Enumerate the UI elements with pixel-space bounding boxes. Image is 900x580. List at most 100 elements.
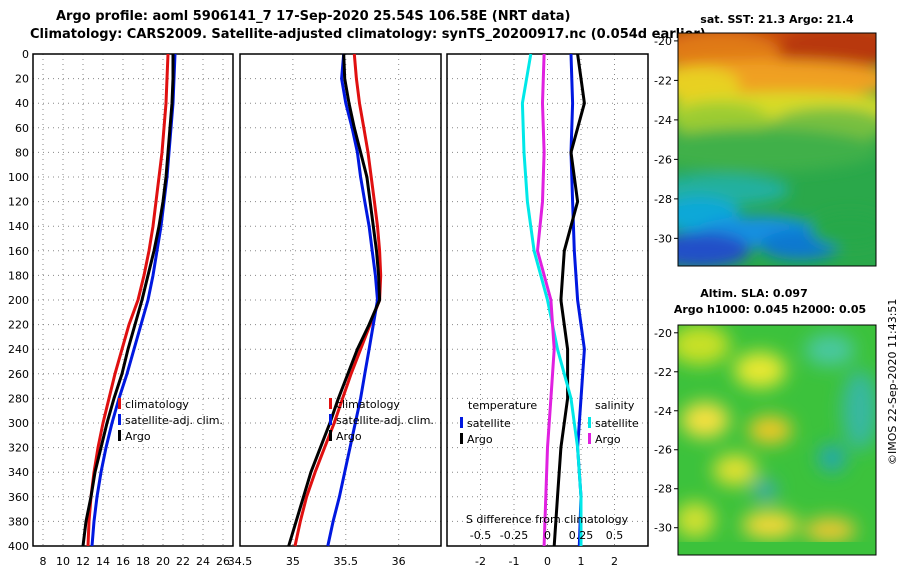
map-blob bbox=[678, 128, 876, 172]
series-line-satellite-adj-clim- bbox=[326, 53, 379, 547]
legend-swatch bbox=[329, 398, 332, 409]
map-blob bbox=[678, 232, 750, 266]
profile-panel-2: 34.5 35 35.5 36 climatology satellite-adj. cl… bbox=[228, 53, 442, 568]
map-y-tick-label: -20 bbox=[654, 35, 672, 48]
map-frame bbox=[677, 32, 877, 267]
y-tick-label: 80 bbox=[15, 146, 29, 159]
x-tick-label: 35.5 bbox=[334, 555, 359, 568]
map-blob bbox=[678, 325, 730, 365]
legend-title-salinity: salinity bbox=[595, 399, 635, 412]
x-tick-label: 8 bbox=[40, 555, 47, 568]
map-y-tick-label: -20 bbox=[654, 327, 672, 340]
legend-label: satellite-adj. clim. bbox=[125, 414, 223, 427]
legend-swatch bbox=[588, 417, 591, 428]
legend-label: Argo bbox=[336, 430, 362, 443]
map-y-tick-label: -22 bbox=[654, 74, 672, 87]
imos-watermark: ©IMOS 22-Sep-2020 11:43:51 bbox=[886, 298, 899, 465]
x-tick-label: 10 bbox=[56, 555, 70, 568]
x-tick-label: 16 bbox=[116, 555, 130, 568]
legend-swatch bbox=[118, 414, 121, 425]
map-blob bbox=[753, 480, 777, 500]
map-blob bbox=[810, 212, 876, 248]
sla-title-line-1: Altim. SLA: 0.097 bbox=[700, 287, 807, 300]
legend-label: Argo bbox=[467, 433, 493, 446]
top-x-tick-label: 0.25 bbox=[569, 529, 594, 542]
x-tick-label: 24 bbox=[196, 555, 210, 568]
map-field bbox=[678, 33, 876, 266]
map-frame bbox=[677, 324, 877, 556]
y-tick-label: 260 bbox=[8, 368, 29, 381]
map-blobs bbox=[678, 325, 876, 542]
y-tick-label: 40 bbox=[15, 97, 29, 110]
y-tick-label: 220 bbox=[8, 319, 29, 332]
series-line-climatology bbox=[86, 53, 170, 547]
series-line-salinity-satellite bbox=[520, 53, 583, 546]
panel-frame bbox=[239, 53, 442, 547]
map-y-tick-label: -24 bbox=[654, 405, 672, 418]
y-tick-label: 20 bbox=[15, 73, 29, 86]
map-y-tick-label: -26 bbox=[654, 153, 672, 166]
figure-title-line-1: Argo profile: aoml 5906141_7 17-Sep-2020… bbox=[56, 9, 571, 24]
x-tick-label: 0 bbox=[544, 555, 551, 568]
figure-title-line-2: Climatology: CARS2009. Satellite-adjuste… bbox=[30, 27, 706, 42]
top-x-tick-label: -0.5 bbox=[470, 529, 491, 542]
profile-panel-3: -2 -1 0 1 2 temperature satellite Argo salinity s… bbox=[446, 53, 649, 568]
top-x-tick-label: -0.25 bbox=[500, 529, 528, 542]
profile-panel-1: 0 20 40 60 80 100 120 140 160 180 200 220 240 260 280 3… bbox=[8, 48, 234, 568]
y-tick-label: 240 bbox=[8, 343, 29, 356]
top-axis-title: S difference from climatology bbox=[466, 513, 629, 526]
map-blob bbox=[818, 444, 846, 472]
y-tick-label: 0 bbox=[22, 48, 29, 61]
y-tick-label: 60 bbox=[15, 122, 29, 135]
legend-label: Argo bbox=[595, 433, 621, 446]
map-blobs bbox=[678, 33, 876, 266]
series-line-climatology bbox=[293, 53, 383, 547]
x-tick-label: 2 bbox=[611, 555, 618, 568]
map-panel: -20 -22 -24 -26 -28 -30 bbox=[654, 32, 877, 267]
x-tick-label: 18 bbox=[136, 555, 150, 568]
legend-swatch bbox=[460, 433, 463, 444]
sla-title-line-2: Argo h1000: 0.045 h2000: 0.05 bbox=[674, 303, 866, 316]
legend-swatch bbox=[329, 430, 332, 441]
x-tick-label: 20 bbox=[156, 555, 170, 568]
y-tick-label: 360 bbox=[8, 491, 29, 504]
map-y-tick-label: -22 bbox=[654, 366, 672, 379]
map-y-tick-label: -30 bbox=[654, 522, 672, 535]
x-tick-label: -1 bbox=[509, 555, 520, 568]
series-line-argo bbox=[287, 53, 382, 547]
map-blob bbox=[742, 511, 798, 539]
map-y-tick-label: -28 bbox=[654, 483, 672, 496]
panel-frame bbox=[446, 53, 649, 547]
y-tick-label: 160 bbox=[8, 245, 29, 258]
y-tick-label: 380 bbox=[8, 515, 29, 528]
legend-swatch bbox=[460, 417, 463, 428]
map-field bbox=[678, 325, 876, 555]
y-tick-label: 340 bbox=[8, 466, 29, 479]
legend-label: Argo bbox=[125, 430, 151, 443]
x-tick-label: 22 bbox=[176, 555, 190, 568]
legend-label: climatology bbox=[125, 398, 189, 411]
map-blob bbox=[804, 518, 856, 542]
map-blob bbox=[842, 370, 876, 450]
sst-map-title: sat. SST: 21.3 Argo: 21.4 bbox=[700, 13, 854, 26]
x-tick-label: 34.5 bbox=[228, 555, 253, 568]
panel-frame bbox=[32, 53, 234, 547]
x-tick-label: 36 bbox=[392, 555, 406, 568]
legend-title-temperature: temperature bbox=[468, 399, 537, 412]
map-y-tick-label: -26 bbox=[654, 444, 672, 457]
y-tick-label: 400 bbox=[8, 540, 29, 553]
legend-label: climatology bbox=[336, 398, 400, 411]
x-tick-label: 26 bbox=[216, 555, 230, 568]
map-blob bbox=[713, 454, 757, 486]
x-tick-label: 14 bbox=[96, 555, 110, 568]
series-line-temperature-argo bbox=[552, 53, 586, 547]
map-y-tick-label: -28 bbox=[654, 193, 672, 206]
x-tick-label: -2 bbox=[475, 555, 486, 568]
y-tick-label: 140 bbox=[8, 220, 29, 233]
x-tick-label: 12 bbox=[76, 555, 90, 568]
top-x-tick-label: 0 bbox=[544, 529, 551, 542]
y-tick-label: 120 bbox=[8, 196, 29, 209]
y-tick-label: 280 bbox=[8, 392, 29, 405]
series-line-argo bbox=[81, 54, 175, 547]
